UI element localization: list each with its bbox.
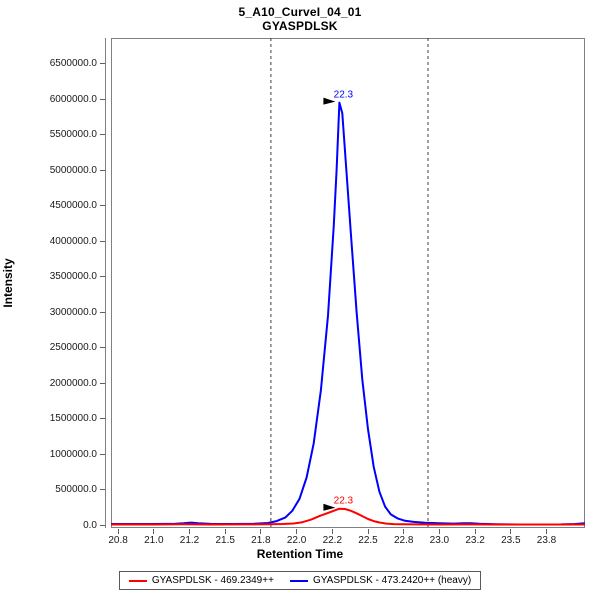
x-tick-label: 22.2 bbox=[322, 535, 343, 546]
y-tick-mark bbox=[100, 453, 105, 455]
y-tick-label: 500000.0 bbox=[55, 484, 97, 495]
y-axis-line bbox=[105, 38, 106, 528]
y-tick-label: 6500000.0 bbox=[49, 58, 97, 70]
x-tick-mark bbox=[117, 529, 119, 534]
y-tick-label: 3000000.0 bbox=[49, 306, 97, 318]
legend-swatch-heavy bbox=[289, 579, 308, 582]
peak-annotation-heavy[interactable]: 22.3 bbox=[323, 90, 354, 105]
x-tick-label: 23.2 bbox=[465, 535, 485, 546]
legend-label: GYASPDLSK - 469.2349++ bbox=[151, 575, 274, 586]
peak-rt-label: 22.3 bbox=[334, 90, 354, 101]
x-tick-label: 23.5 bbox=[501, 535, 521, 546]
legend-swatch-light bbox=[128, 579, 147, 582]
x-tick-label: 21.0 bbox=[144, 535, 164, 546]
x-tick-mark bbox=[260, 529, 262, 534]
peak-arrow-icon bbox=[323, 97, 336, 105]
y-tick-mark bbox=[100, 311, 105, 313]
y-tick-label: 3500000.0 bbox=[49, 271, 97, 282]
plot-border bbox=[111, 38, 585, 528]
y-tick-mark bbox=[100, 524, 105, 526]
y-tick-label: 2000000.0 bbox=[49, 377, 97, 389]
x-tick-label: 22.8 bbox=[393, 535, 414, 546]
x-axis-title: Retention Time bbox=[256, 547, 344, 561]
x-tick-mark bbox=[474, 529, 476, 534]
peak-arrow-icon bbox=[323, 503, 336, 511]
y-tick-mark bbox=[100, 205, 105, 206]
x-tick-label: 23.0 bbox=[429, 535, 450, 546]
legend: GYASPDLSK - 469.2349++ GYASPDLSK - 473.24… bbox=[118, 571, 482, 590]
x-tick-mark bbox=[403, 529, 405, 534]
chart-title: 5_A10_CurveI_04_01 bbox=[238, 5, 362, 19]
series-line-heavy[interactable] bbox=[111, 101, 586, 526]
y-tick-label: 4500000.0 bbox=[49, 200, 97, 211]
legend-item-heavy: GYASPDLSK - 473.2420++ (heavy) bbox=[289, 575, 472, 586]
x-tick-mark bbox=[224, 529, 226, 534]
y-tick-mark bbox=[100, 169, 105, 171]
x-tick-label: 20.8 bbox=[108, 535, 128, 546]
y-tick-mark bbox=[100, 276, 105, 277]
y-tick-label: 1500000.0 bbox=[49, 413, 97, 424]
legend-item-light: GYASPDLSK - 469.2349++ bbox=[128, 575, 274, 586]
peptide-subtitle: GYASPDLSK bbox=[262, 19, 338, 33]
y-tick-mark bbox=[100, 347, 105, 348]
x-tick-label: 21.2 bbox=[179, 535, 200, 546]
peak-annotation-light[interactable]: 22.3 bbox=[323, 496, 354, 511]
x-tick-label: 23.8 bbox=[536, 535, 557, 546]
series-line-light[interactable] bbox=[111, 507, 585, 526]
y-tick-mark bbox=[100, 418, 105, 419]
y-tick-mark bbox=[100, 98, 105, 100]
x-tick-mark bbox=[153, 529, 155, 534]
y-tick-mark bbox=[100, 382, 105, 384]
y-tick-mark bbox=[100, 134, 105, 136]
x-tick-mark bbox=[189, 529, 190, 534]
peak-rt-label: 22.3 bbox=[334, 496, 354, 507]
x-tick-label: 21.5 bbox=[215, 535, 235, 546]
y-tick-label: 5000000.0 bbox=[49, 164, 97, 176]
x-tick-mark bbox=[438, 529, 440, 534]
x-tick-label: 22.0 bbox=[286, 535, 307, 546]
x-tick-mark bbox=[546, 529, 547, 534]
y-tick-label: 1000000.0 bbox=[49, 448, 97, 460]
x-tick-label: 21.8 bbox=[251, 535, 271, 546]
y-tick-label: 5500000.0 bbox=[49, 129, 97, 141]
x-tick-mark bbox=[331, 529, 333, 534]
y-tick-label: 6000000.0 bbox=[49, 93, 97, 105]
x-tick-mark bbox=[296, 529, 298, 534]
plot-area[interactable]: 22.3 22.3 bbox=[111, 38, 586, 528]
y-tick-mark bbox=[100, 63, 105, 65]
y-tick-label: 2500000.0 bbox=[49, 342, 97, 353]
y-tick-label: 0.0 bbox=[83, 519, 97, 531]
x-tick-mark bbox=[367, 529, 369, 534]
x-tick-label: 22.5 bbox=[358, 535, 378, 546]
y-tick-label: 4000000.0 bbox=[49, 235, 97, 247]
y-tick-mark bbox=[100, 240, 105, 242]
y-tick-mark bbox=[100, 489, 105, 490]
legend-label: GYASPDLSK - 473.2420++ (heavy) bbox=[312, 575, 472, 586]
legend-row: GYASPDLSK - 469.2349++ GYASPDLSK - 473.24… bbox=[0, 571, 600, 590]
x-tick-mark bbox=[510, 529, 512, 534]
